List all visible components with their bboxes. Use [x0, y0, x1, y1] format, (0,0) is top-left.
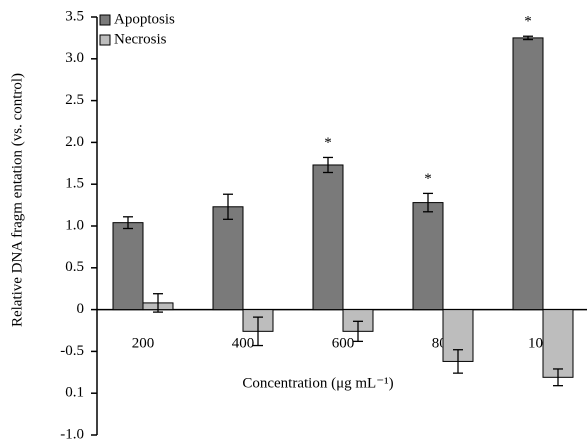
significance-marker: *	[524, 14, 532, 30]
legend-label: Necrosis	[114, 31, 167, 47]
y-tick-label: 3.5	[65, 8, 84, 24]
x-axis-title: Concentration (μg mL⁻¹)	[242, 375, 393, 391]
x-tick-label: 400	[232, 335, 255, 351]
y-tick-label: -0.5	[60, 343, 84, 359]
y-tick-label: 0.5	[65, 259, 84, 275]
y-axis-title: Relative DNA fragm entation (vs. control…	[9, 73, 25, 327]
bar	[512, 37, 544, 311]
significance-marker: *	[324, 135, 332, 151]
y-tick-label: 1.5	[65, 176, 84, 192]
legend-swatch	[99, 34, 111, 46]
y-tick-label: 1.0	[65, 217, 84, 233]
y-tick-label: 2.5	[65, 92, 84, 108]
bar	[112, 222, 144, 311]
y-tick-label: -1.0	[60, 426, 84, 442]
bar	[542, 309, 574, 378]
bar	[312, 164, 344, 311]
y-tick-label: 0	[77, 301, 85, 317]
y-tick-label: 0.1	[65, 385, 84, 401]
legend-label: Apoptosis	[114, 11, 175, 27]
legend-swatch	[99, 14, 111, 26]
significance-marker: *	[424, 171, 432, 187]
bar	[412, 202, 444, 311]
y-tick-label: 2.0	[65, 134, 84, 150]
x-tick-label: 200	[132, 335, 155, 351]
y-tick-label: 3.0	[65, 50, 84, 66]
x-tick-label: 600	[332, 335, 355, 351]
bar	[212, 206, 244, 311]
